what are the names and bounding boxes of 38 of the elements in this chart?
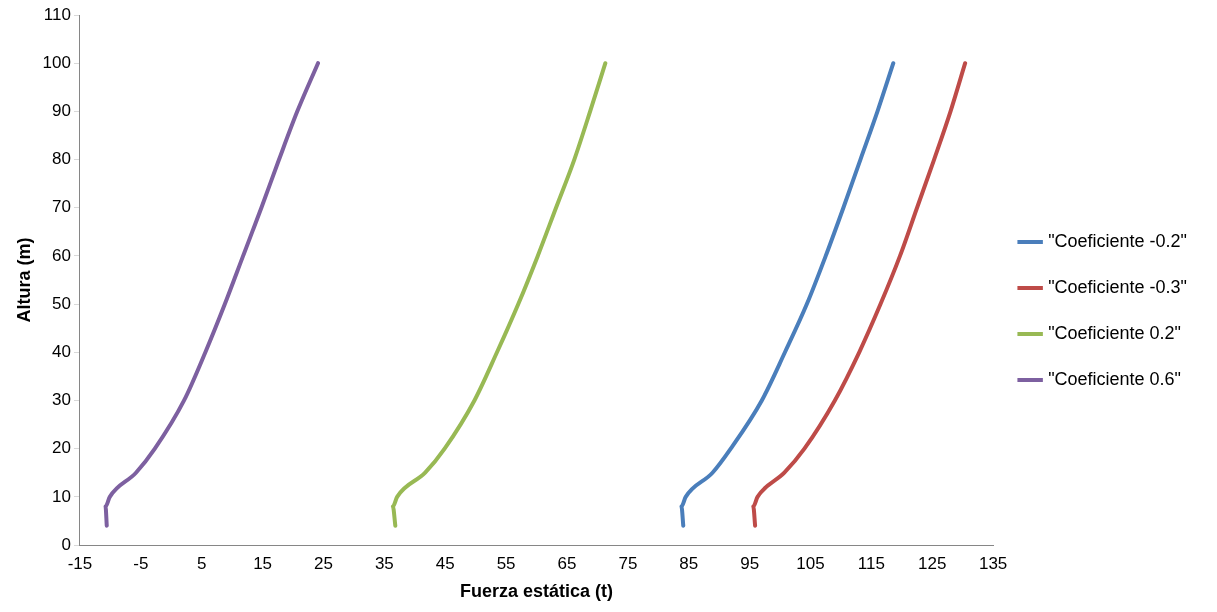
line-series <box>679 61 896 528</box>
x-tick-label: 115 <box>857 553 885 573</box>
x-axis-title: Fuerza estática (t) <box>460 581 614 602</box>
legend-label: "Coeficiente -0.2" <box>1048 230 1188 251</box>
y-tick-label: 20 <box>52 438 71 458</box>
legend-label: "Coeficiente -0.3" <box>1048 276 1188 297</box>
y-axis-title: Altura (m) <box>13 237 34 323</box>
x-tick-label: -5 <box>133 553 149 573</box>
y-tick-label: 10 <box>52 486 71 506</box>
x-tick-label: 125 <box>918 553 947 573</box>
x-tick-label: 85 <box>679 553 699 573</box>
legend-label: "Coeficiente 0.2" <box>1048 322 1182 343</box>
x-tick-label: 65 <box>557 553 577 573</box>
x-tick-label: 5 <box>196 553 207 573</box>
x-tick-label: 105 <box>796 553 825 573</box>
line-series <box>390 61 608 528</box>
y-tick-label: 90 <box>52 101 71 121</box>
line-series <box>103 61 320 528</box>
x-tick-label: 75 <box>618 553 638 573</box>
y-tick-label: 60 <box>52 245 71 265</box>
x-tick-label: 25 <box>314 553 333 573</box>
line-series <box>751 61 968 528</box>
x-tick-label: -15 <box>67 553 93 573</box>
x-tick-label: 45 <box>435 553 455 573</box>
x-tick-label: 55 <box>496 553 516 573</box>
y-tick-label: 80 <box>52 149 71 169</box>
x-tick-label: 135 <box>978 553 1008 573</box>
y-tick-label: 100 <box>42 52 71 72</box>
y-tick-label: 30 <box>52 390 71 410</box>
x-tick-label: 15 <box>253 553 273 573</box>
y-tick-label: 40 <box>52 341 71 361</box>
legend-label: "Coeficiente 0.6" <box>1048 368 1182 389</box>
x-tick-label: 95 <box>740 553 760 573</box>
y-tick-label: 70 <box>52 197 71 217</box>
y-tick-label: 110 <box>43 4 71 24</box>
x-tick-label: 35 <box>374 553 394 573</box>
y-tick-label: 0 <box>61 534 71 554</box>
y-tick-label: 50 <box>52 293 71 313</box>
